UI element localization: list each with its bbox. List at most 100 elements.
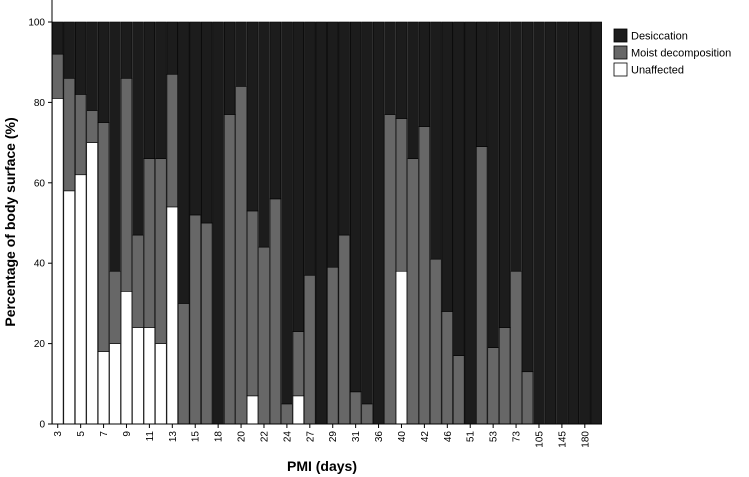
x-ticks: 3 5 7 9 11 13 15 18 20 22 24 27 29 31 36 40 42 46 51 53 73 10… bbox=[53, 424, 591, 448]
bar-segment-moist-decomposition-41 bbox=[407, 158, 419, 425]
bar-segment-desiccation-51 bbox=[464, 21, 476, 425]
bar-segment-moist-decomposition-48 bbox=[453, 355, 465, 425]
y-tick-label: 100 bbox=[28, 18, 45, 29]
bar-segment-moist-decomposition-4 bbox=[63, 77, 75, 192]
bar-segment-unaffected-5 bbox=[74, 174, 87, 425]
bar-segment-unaffected-40 bbox=[395, 270, 408, 425]
y-axis-title: Percentage of body surface (%) bbox=[2, 117, 18, 326]
bar-segment-desiccation-5 bbox=[74, 21, 87, 95]
x-tick-label: 31 bbox=[351, 431, 362, 443]
bar-segment-unaffected-9 bbox=[120, 291, 133, 425]
bar-segment-moist-decomposition-27 bbox=[304, 274, 316, 425]
bar-segment-desiccation-145 bbox=[556, 21, 568, 425]
bar-segment-desiccation-190 bbox=[590, 21, 602, 425]
bar-segment-moist-decomposition-14 bbox=[178, 303, 190, 425]
bar-segment-desiccation-160 bbox=[567, 21, 580, 425]
bar-segment-desiccation-40 bbox=[395, 21, 408, 119]
bar-segment-moist-decomposition-31 bbox=[349, 391, 362, 425]
bar-segment-moist-decomposition-30 bbox=[338, 234, 350, 425]
x-tick-label: 11 bbox=[145, 431, 156, 442]
x-tick-label: 13 bbox=[168, 431, 179, 443]
bar-segment-desiccation-29 bbox=[327, 21, 339, 268]
bar-segment-desiccation-44 bbox=[430, 21, 442, 260]
y-tick-label: 80 bbox=[34, 98, 46, 109]
bar-segment-desiccation-120 bbox=[544, 21, 557, 425]
bar-segment-desiccation-6 bbox=[86, 21, 98, 111]
bar-segment-desiccation-13 bbox=[166, 21, 178, 75]
bar-segment-moist-decomposition-23 bbox=[269, 198, 282, 425]
bars-layer bbox=[52, 21, 602, 425]
y-tick-label: 20 bbox=[34, 339, 46, 350]
x-tick-label: 53 bbox=[489, 431, 500, 443]
bar-segment-desiccation-24 bbox=[281, 21, 293, 405]
bar-segment-moist-decomposition-33 bbox=[361, 403, 373, 425]
x-tick-label: 24 bbox=[282, 431, 293, 443]
x-tick-label: 7 bbox=[99, 431, 110, 437]
bar-segment-desiccation-20 bbox=[235, 21, 247, 87]
x-tick-label: 9 bbox=[122, 431, 133, 437]
bar-segment-desiccation-42 bbox=[418, 21, 431, 127]
bar-segment-moist-decomposition-20 bbox=[235, 86, 247, 425]
x-tick-label: 51 bbox=[466, 431, 477, 443]
bar-segment-desiccation-73 bbox=[510, 21, 522, 272]
x-tick-label: 18 bbox=[214, 431, 225, 443]
bar-segment-desiccation-38 bbox=[384, 21, 396, 115]
x-tick-label: 15 bbox=[191, 431, 202, 443]
bar-segment-unaffected-8 bbox=[109, 343, 121, 425]
bar-segment-moist-decomposition-52 bbox=[475, 146, 488, 425]
bar-segment-desiccation-3 bbox=[52, 21, 64, 55]
bar-segment-moist-decomposition-11 bbox=[143, 158, 156, 328]
bar-segment-unaffected-13 bbox=[166, 206, 178, 425]
x-tick-label: 27 bbox=[305, 431, 316, 443]
x-tick-label: 3 bbox=[53, 431, 64, 437]
bar-segment-desiccation-46 bbox=[441, 21, 453, 312]
x-tick-label: 180 bbox=[580, 431, 591, 448]
y-tick-label: 40 bbox=[34, 259, 46, 270]
bar-segment-desiccation-180 bbox=[579, 21, 591, 425]
bar-segment-desiccation-19 bbox=[223, 21, 236, 115]
bar-segment-unaffected-21 bbox=[246, 395, 259, 425]
x-tick-label: 20 bbox=[237, 431, 248, 443]
x-tick-label: 105 bbox=[534, 431, 545, 448]
legend-label-unaffected: Unaffected bbox=[631, 65, 684, 77]
bar-segment-moist-decomposition-22 bbox=[258, 246, 270, 425]
bar-segment-unaffected-25 bbox=[292, 395, 305, 425]
x-tick-label: 46 bbox=[443, 431, 454, 443]
x-axis-title: PMI (days) bbox=[287, 458, 357, 474]
bar-segment-desiccation-31 bbox=[349, 21, 362, 393]
x-tick-label: 145 bbox=[557, 431, 568, 448]
bar-segment-unaffected-6 bbox=[86, 142, 98, 425]
bar-segment-unaffected-10 bbox=[132, 327, 144, 425]
bar-segment-moist-decomposition-3 bbox=[52, 53, 64, 99]
legend: Desiccation Moist decomposition Unaffected bbox=[613, 28, 731, 77]
bar-segment-moist-decomposition-21 bbox=[246, 210, 259, 397]
bar-segment-moist-decomposition-16 bbox=[201, 222, 213, 425]
bar-segment-moist-decomposition-24 bbox=[281, 403, 293, 425]
bar-segment-moist-decomposition-13 bbox=[166, 73, 178, 208]
bar-segment-desiccation-21 bbox=[246, 21, 259, 212]
bar-segment-desiccation-27 bbox=[304, 21, 316, 276]
x-tick-label: 36 bbox=[374, 431, 385, 443]
bar-segment-moist-decomposition-9 bbox=[120, 77, 133, 292]
legend-swatch-unaffected bbox=[613, 62, 628, 77]
y-tick-label: 60 bbox=[34, 178, 46, 189]
bar-segment-desiccation-4 bbox=[63, 21, 75, 79]
bar-segment-moist-decomposition-55 bbox=[498, 327, 511, 425]
bar-segment-desiccation-14 bbox=[178, 21, 190, 304]
bar-segment-moist-decomposition-73 bbox=[510, 270, 522, 425]
bar-segment-desiccation-18 bbox=[212, 21, 224, 425]
legend-label-moist-decomposition: Moist decomposition bbox=[631, 48, 731, 60]
bar-segment-unaffected-12 bbox=[155, 343, 167, 425]
x-tick-label: 73 bbox=[512, 431, 523, 443]
bar-segment-desiccation-33 bbox=[361, 21, 373, 405]
bar-segment-moist-decomposition-29 bbox=[327, 266, 339, 425]
bar-segment-desiccation-36 bbox=[372, 21, 385, 425]
bar-segment-moist-decomposition-25 bbox=[292, 331, 305, 397]
bar-segment-moist-decomposition-46 bbox=[441, 311, 453, 425]
bar-segment-moist-decomposition-6 bbox=[86, 110, 98, 143]
bar-segment-unaffected-3 bbox=[52, 98, 64, 425]
bar-segment-desiccation-11 bbox=[143, 21, 156, 159]
bar-segment-desiccation-30 bbox=[338, 21, 350, 236]
bar-segment-moist-decomposition-15 bbox=[189, 214, 201, 425]
